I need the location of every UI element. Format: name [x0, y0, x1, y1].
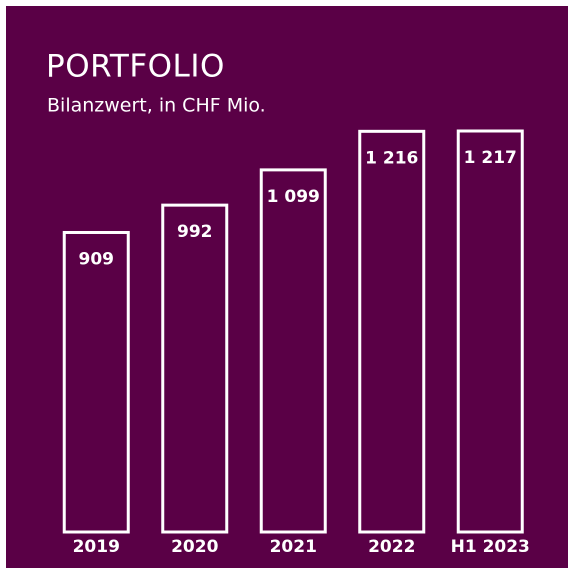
bar [62, 230, 130, 534]
x-tick-label: 2019 [73, 537, 120, 557]
chart-subtitle: Bilanzwert, in CHF Mio. [47, 95, 266, 117]
x-tick-label: 2022 [368, 537, 415, 557]
value-label: 909 [79, 249, 115, 269]
value-label: 1 099 [267, 187, 320, 207]
value-label: 992 [177, 222, 213, 242]
bar [358, 129, 426, 534]
value-label: 1 217 [464, 148, 517, 168]
x-tick-label: H1 2023 [451, 537, 530, 557]
background-panel [6, 6, 568, 568]
bar [259, 168, 327, 534]
x-tick-label: 2020 [171, 537, 218, 557]
x-tick-label: 2021 [270, 537, 317, 557]
bar [161, 203, 229, 534]
chart-title: PORTFOLIO [46, 49, 225, 85]
bar [456, 129, 524, 534]
value-label: 1 216 [365, 148, 418, 168]
